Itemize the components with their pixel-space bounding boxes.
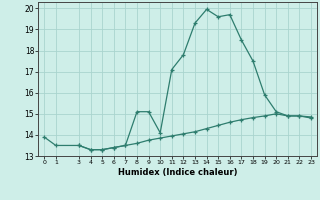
X-axis label: Humidex (Indice chaleur): Humidex (Indice chaleur)	[118, 168, 237, 177]
